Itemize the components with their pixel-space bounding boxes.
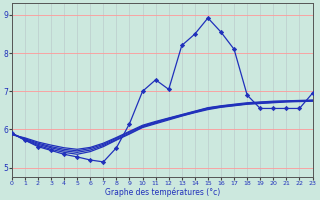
- X-axis label: Graphe des températures (°c): Graphe des températures (°c): [105, 187, 220, 197]
